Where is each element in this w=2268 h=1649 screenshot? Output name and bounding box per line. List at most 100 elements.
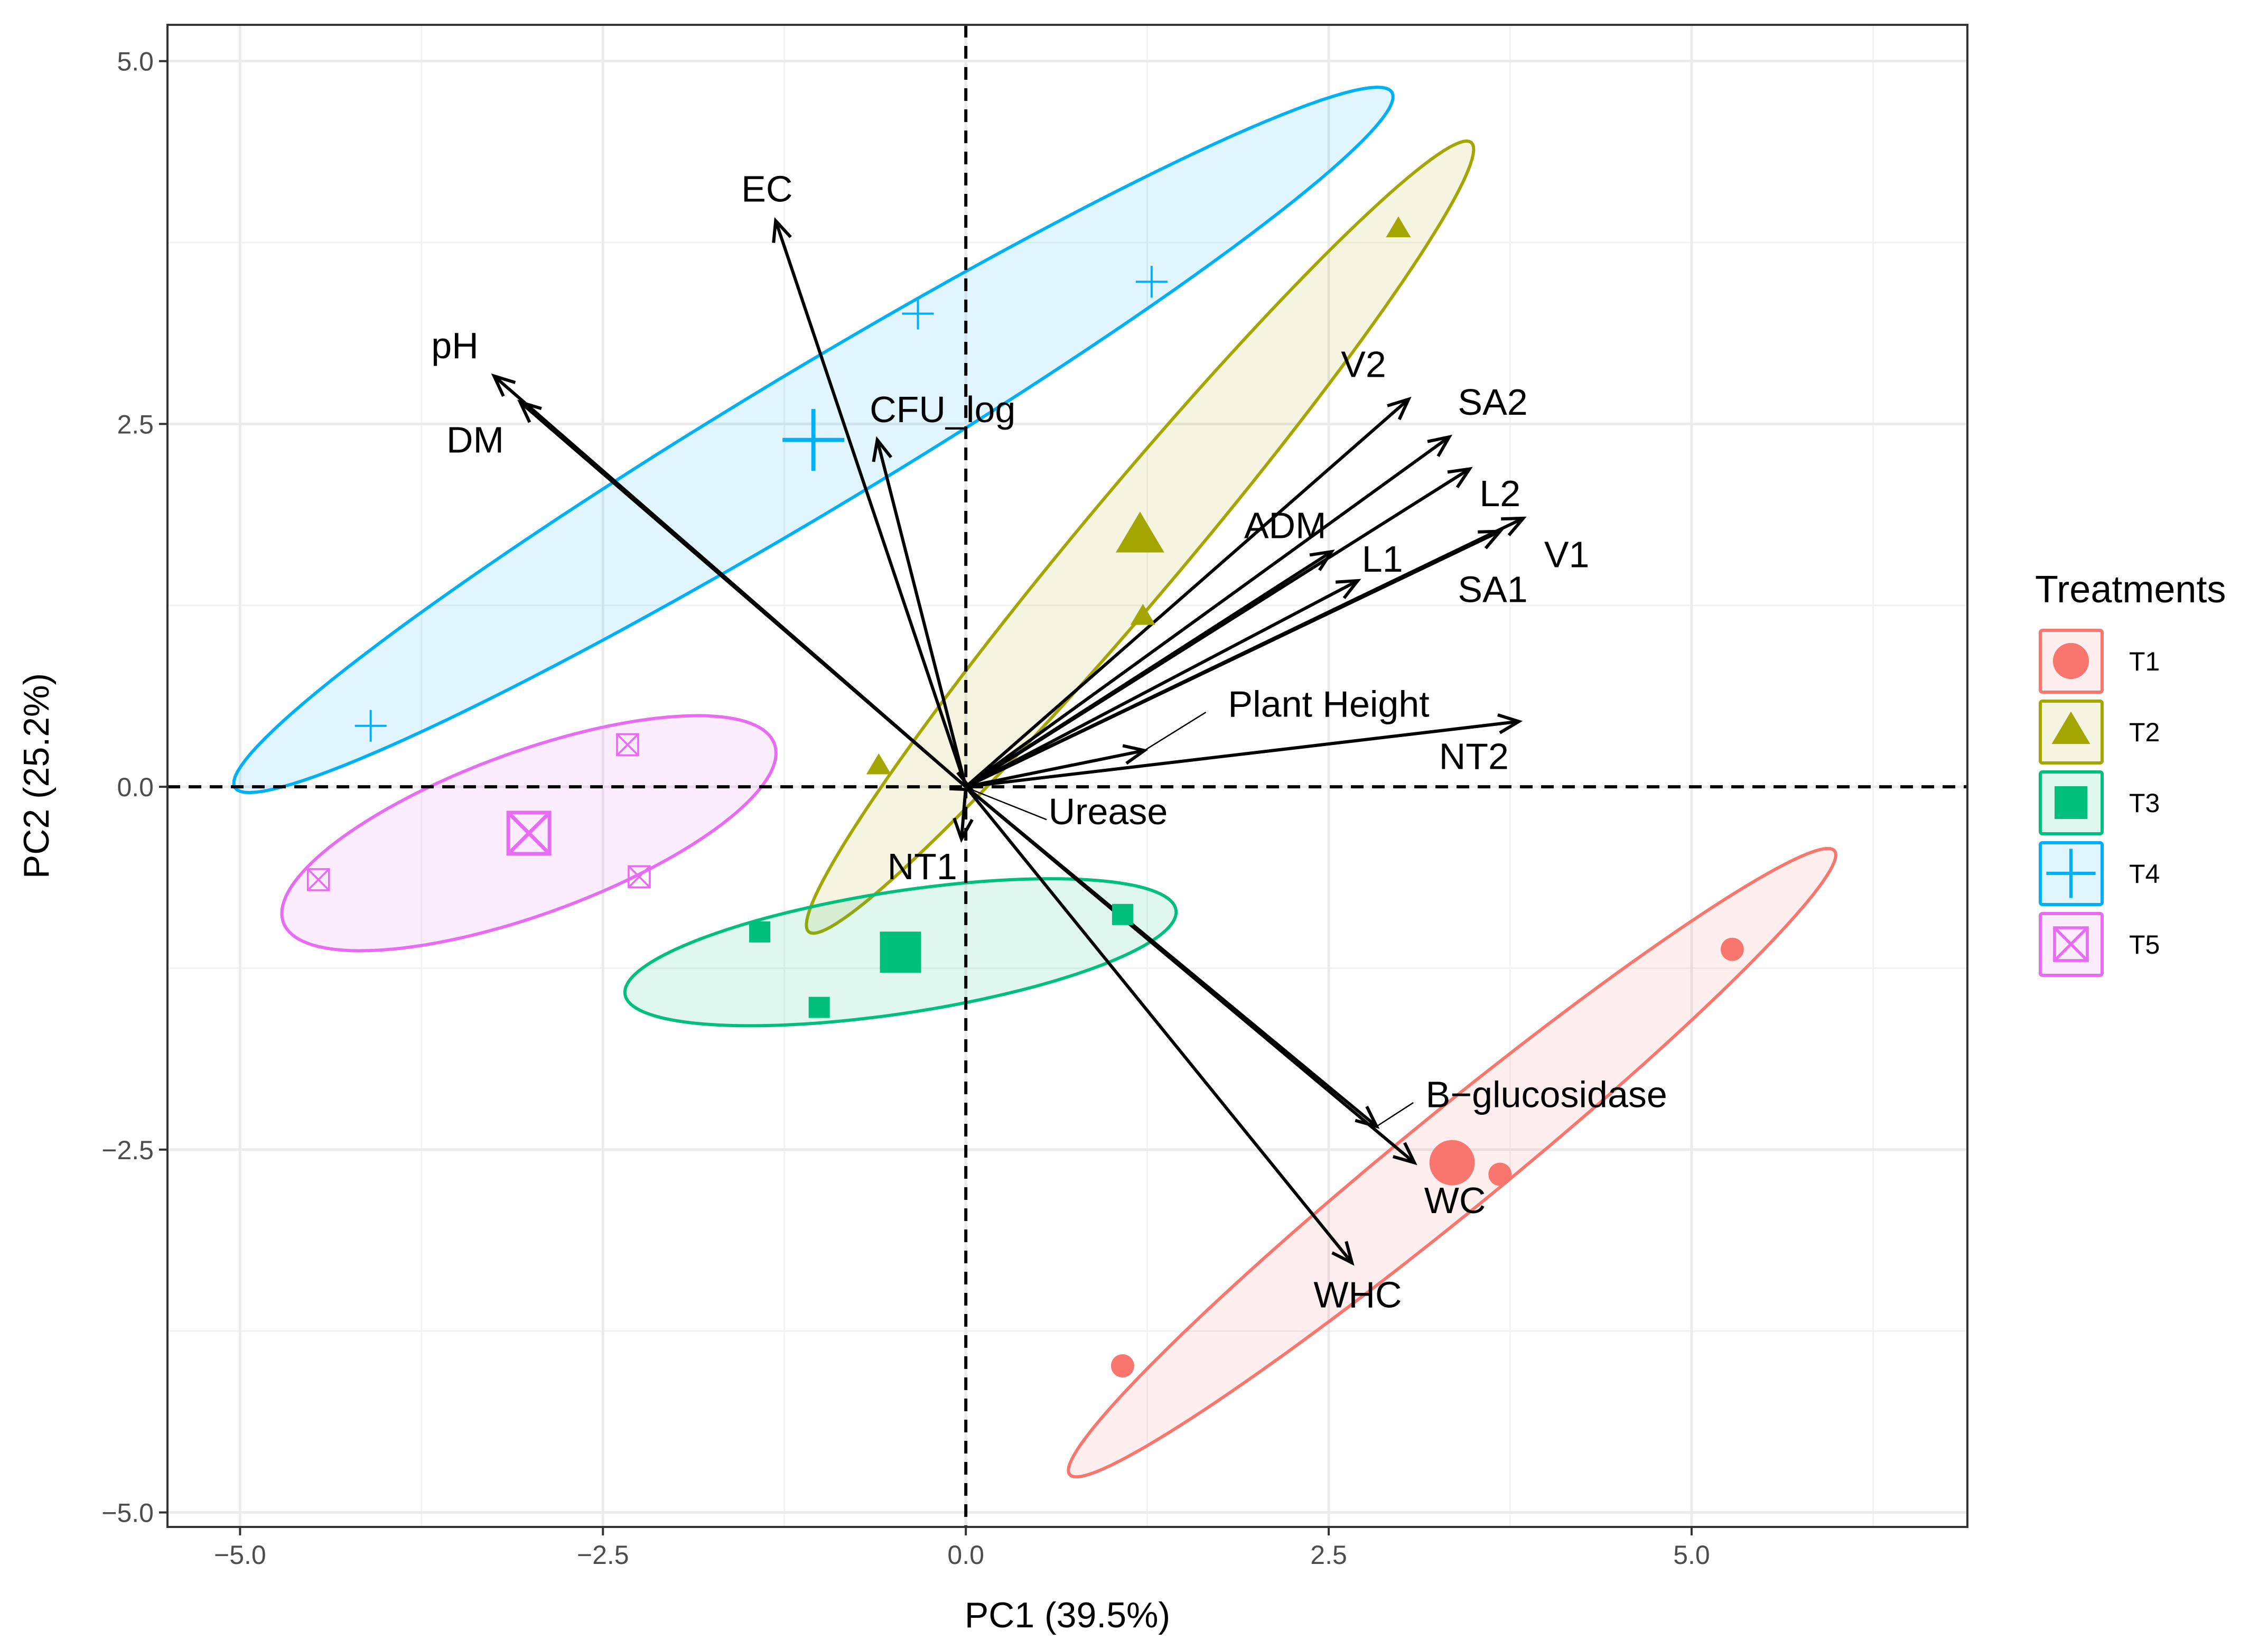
- legend-marker: [2053, 926, 2089, 962]
- arrow-head-dm: [517, 399, 542, 423]
- point-t4-3: [354, 710, 387, 742]
- plot-panel-border: [166, 24, 1968, 1528]
- loading-b-glucosidase: B−glucosidase: [965, 785, 1667, 1129]
- loading-arrow-wc: [965, 785, 1416, 1164]
- legend-item-t4: T4: [2039, 841, 2160, 906]
- loading-arrow-nt1: [959, 786, 968, 840]
- point-t3-1: [1112, 903, 1133, 925]
- loading-label-dm: DM: [446, 420, 504, 461]
- legend-label: T1: [2129, 647, 2160, 676]
- point-t4-2: [902, 297, 934, 330]
- x-tick-label: 0.0: [947, 1540, 984, 1570]
- loading-label-nt1: NT1: [888, 846, 957, 887]
- loading-arrow-cfu-log: [875, 439, 968, 787]
- legend-label: T3: [2129, 788, 2160, 818]
- loading-label-adm: ADM: [1244, 505, 1327, 546]
- x-tick-label: 2.5: [1310, 1540, 1347, 1570]
- arrow-head-v1: [1501, 516, 1527, 536]
- loading-label-wc: WC: [1424, 1180, 1486, 1221]
- loading-label-v2: V2: [1341, 344, 1386, 385]
- y-axis-title: PC2 (25.2%): [16, 673, 57, 879]
- legend-marker: [2055, 786, 2087, 819]
- legend-label: T4: [2129, 859, 2160, 889]
- point-t5-1: [616, 733, 639, 757]
- label-leader-b-glucosidase: [1376, 1102, 1414, 1127]
- arrow-head-ph: [491, 373, 516, 397]
- loading-arrow-sa2: [965, 435, 1450, 788]
- loading-adm: ADM: [965, 505, 1335, 788]
- x-tick-label: −2.5: [577, 1540, 629, 1570]
- legend-item-t2: T2: [2039, 700, 2160, 765]
- arrow-head-adm: [1309, 549, 1335, 571]
- loading-arrow-dm: [519, 400, 967, 788]
- loading-label-nt2: NT2: [1439, 735, 1509, 777]
- loading-label-cfu-log: CFU_log: [870, 389, 1015, 430]
- loading-nt1: NT1: [888, 786, 974, 887]
- loading-cfu-log: CFU_log: [870, 389, 1015, 787]
- arrow-head-l1: [1335, 579, 1361, 599]
- x-axis-title: PC1 (39.5%): [965, 1595, 1170, 1635]
- axes: −5.0 −2.5 0.0 2.5 5.0 −5.0 −2.5 0.0 2.5 5.0 PC1 (3…: [16, 47, 1710, 1635]
- arrow-head-wc: [1392, 1142, 1417, 1166]
- data-points: [306, 216, 1744, 1378]
- label-leader-plant-height: [1144, 711, 1207, 751]
- legend-item-t3: T3: [2039, 770, 2160, 835]
- y-tick-label: 5.0: [117, 47, 154, 77]
- arrow-head-nt1: [953, 817, 974, 843]
- y-tick-label: −2.5: [101, 1135, 154, 1165]
- legend-item-t5: T5: [2039, 912, 2160, 977]
- loading-arrow-whc: [964, 786, 1354, 1264]
- legend-marker: [2051, 711, 2090, 744]
- loading-label-plant-height: Plant Height: [1228, 684, 1429, 725]
- loading-label-sa2: SA2: [1458, 381, 1527, 423]
- arrow-head-sa2: [1427, 434, 1453, 457]
- point-t2-1: [1386, 216, 1411, 238]
- loading-label-b-glucosidase: B−glucosidase: [1426, 1074, 1667, 1115]
- point-t5-2: [628, 865, 651, 889]
- point-t1-1: [1720, 937, 1744, 961]
- point-t2-2: [1130, 603, 1155, 625]
- label-leader-urease: [971, 789, 1047, 821]
- loading-label-whc: WHC: [1313, 1274, 1402, 1315]
- loading-label-l1: L1: [1362, 538, 1403, 580]
- loading-arrow-nt2: [965, 720, 1519, 789]
- legend-label: T2: [2129, 718, 2160, 747]
- point-t2-3: [866, 753, 891, 775]
- arrow-head-cfu-log: [872, 436, 892, 462]
- loading-arrow-adm: [965, 550, 1333, 788]
- centroid-t3: [880, 931, 921, 973]
- legend-marker: [2046, 849, 2096, 898]
- reference-lines: [167, 25, 1967, 1527]
- point-t3-3: [808, 996, 830, 1018]
- loading-arrow-sa1: [965, 529, 1501, 788]
- loading-arrows: EC pH DM CFU_log V2 SA2 L2 V1 SA1 ADM L1 Plant Heig…: [431, 168, 1667, 1315]
- legend-label: T5: [2129, 930, 2160, 959]
- legend-title: Treatments: [2035, 569, 2226, 611]
- loading-sa1: SA1: [965, 529, 1528, 788]
- loading-urease: Urease: [949, 771, 1168, 832]
- centroid-t4: [782, 409, 845, 471]
- loading-arrow-l1: [965, 579, 1359, 788]
- point-t4-1: [1135, 266, 1168, 298]
- loading-l1: L1: [965, 538, 1403, 788]
- grid-lines: [167, 25, 1967, 1527]
- arrow-head-sa1: [1478, 529, 1504, 549]
- centroid-t5: [506, 810, 552, 856]
- x-tick-label: 5.0: [1673, 1540, 1710, 1570]
- point-t5-3: [306, 868, 330, 891]
- arrow-head-v2: [1387, 396, 1412, 421]
- point-t3-2: [749, 921, 771, 943]
- loading-label-l2: L2: [1479, 473, 1520, 514]
- arrow-head-ec: [772, 217, 792, 243]
- legend-item-t1: T1: [2039, 629, 2160, 694]
- loading-ec: EC: [741, 168, 968, 788]
- loading-nt2: NT2: [965, 713, 1523, 789]
- loading-arrow-plant-height: [965, 749, 1145, 789]
- arrow-head-nt2: [1497, 713, 1523, 734]
- loading-label-ec: EC: [741, 168, 792, 209]
- loading-wc: WC: [965, 785, 1486, 1221]
- y-tick-label: 0.0: [117, 772, 154, 802]
- loading-arrow-v2: [965, 398, 1410, 788]
- point-t1-2: [1488, 1162, 1512, 1186]
